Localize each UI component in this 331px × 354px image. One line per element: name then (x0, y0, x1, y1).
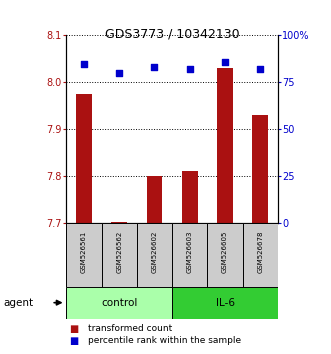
Bar (172, 223, 208, 287)
Point (187, 66, 192, 72)
Text: GSM526562: GSM526562 (116, 231, 122, 273)
Point (258, 66, 263, 72)
Bar (217, 68, 233, 223)
Point (81, 61, 86, 67)
Text: transformed count: transformed count (88, 324, 172, 333)
Bar (253, 115, 268, 223)
Text: control: control (101, 298, 137, 308)
Text: percentile rank within the sample: percentile rank within the sample (88, 336, 241, 345)
Bar (182, 171, 198, 223)
Bar (137, 223, 172, 287)
Bar (102, 223, 137, 287)
Text: GSM526678: GSM526678 (258, 231, 263, 273)
Bar (172, 287, 278, 319)
Text: GSM526602: GSM526602 (152, 231, 158, 273)
Bar (243, 223, 278, 287)
Text: GSM526603: GSM526603 (187, 231, 193, 273)
Text: IL-6: IL-6 (215, 298, 235, 308)
Bar (208, 223, 243, 287)
Text: GDS3773 / 10342130: GDS3773 / 10342130 (105, 28, 239, 41)
Text: GSM526561: GSM526561 (81, 231, 87, 273)
Bar (66, 287, 172, 319)
Point (152, 64, 157, 70)
Point (117, 70, 122, 76)
Bar (111, 222, 127, 223)
Text: GSM526605: GSM526605 (222, 231, 228, 273)
Point (222, 59, 228, 64)
Text: ■: ■ (70, 336, 79, 346)
Bar (76, 94, 92, 223)
Bar (147, 176, 163, 223)
Text: ■: ■ (70, 324, 79, 333)
Text: agent: agent (3, 298, 33, 308)
Bar (66, 223, 102, 287)
